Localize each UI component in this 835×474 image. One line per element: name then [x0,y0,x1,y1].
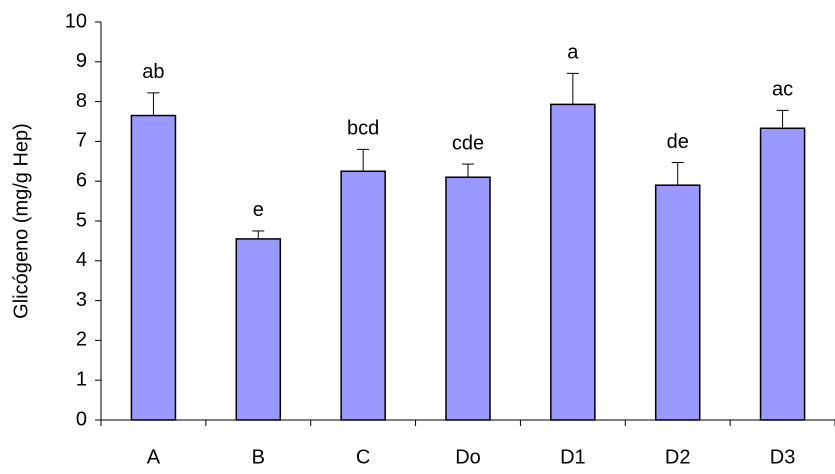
x-tick-label: D2 [665,446,691,468]
y-tick-label: 8 [76,90,87,112]
x-tick-label: A [147,446,161,468]
y-tick-label: 7 [76,130,87,152]
y-tick-label: 9 [76,50,87,72]
bar [759,127,806,421]
significance-letter: cde [452,132,484,154]
x-tick-label: D1 [560,446,586,468]
significance-letter: ac [772,79,793,101]
x-tick-label: Do [455,446,481,468]
bar [654,184,701,421]
y-tick-label: 6 [76,169,87,191]
y-tick-label: 4 [76,249,87,271]
y-tick-label: 1 [76,368,87,390]
y-tick-label: 5 [76,209,87,231]
y-axis-label: Glicógeno (mg/g Hep) [10,123,32,319]
x-tick-label: C [356,446,370,468]
y-tick-label: 0 [76,408,87,430]
significance-letter: de [667,131,689,153]
bar [130,114,177,421]
significance-letter: a [567,42,579,64]
significance-letter: e [253,199,264,221]
y-tick-label: 3 [76,289,87,311]
bar [235,238,282,421]
y-tick-label: 2 [76,329,87,351]
bar [550,103,596,421]
bar [340,170,386,421]
significance-letter: ab [142,61,164,83]
bar [445,176,491,421]
x-tick-label: B [252,446,265,468]
y-tick-label: 10 [65,10,87,32]
x-tick-label: D3 [770,446,796,468]
significance-letter: bcd [347,118,379,140]
